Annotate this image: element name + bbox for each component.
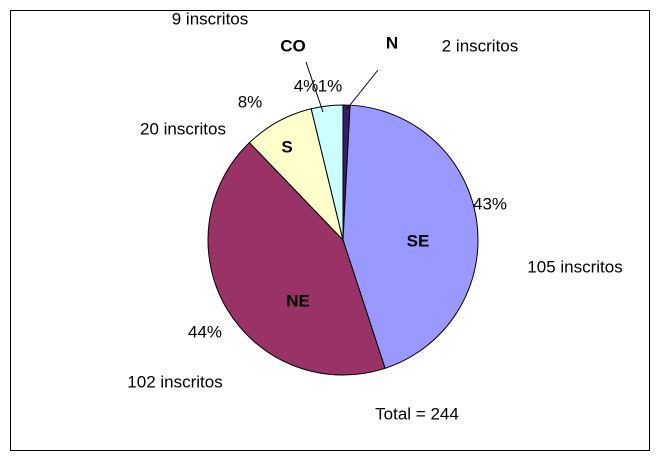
slice-name: NE (286, 291, 310, 310)
slice-name: CO (280, 36, 306, 55)
percent-label: 1% (318, 76, 343, 95)
leader-line (345, 69, 379, 111)
count-label: 9 inscritos (172, 9, 249, 28)
leader-line (305, 61, 324, 113)
slice-name: N (386, 33, 398, 52)
pie-slice (207, 141, 386, 376)
count-label: 105 inscritos (527, 257, 622, 276)
pie-slice (342, 104, 479, 369)
slice-name: SE (407, 231, 430, 250)
annotation: Total = 244 (375, 404, 459, 423)
percent-label: 44% (188, 322, 222, 341)
count-label: 20 inscritos (140, 119, 226, 138)
pie-slice (310, 104, 344, 241)
slice-name: S (281, 137, 292, 156)
count-label: 2 inscritos (442, 36, 519, 55)
percent-label: 8% (238, 92, 263, 111)
count-label: 102 inscritos (127, 372, 222, 391)
percent-label: 43% (473, 194, 507, 213)
